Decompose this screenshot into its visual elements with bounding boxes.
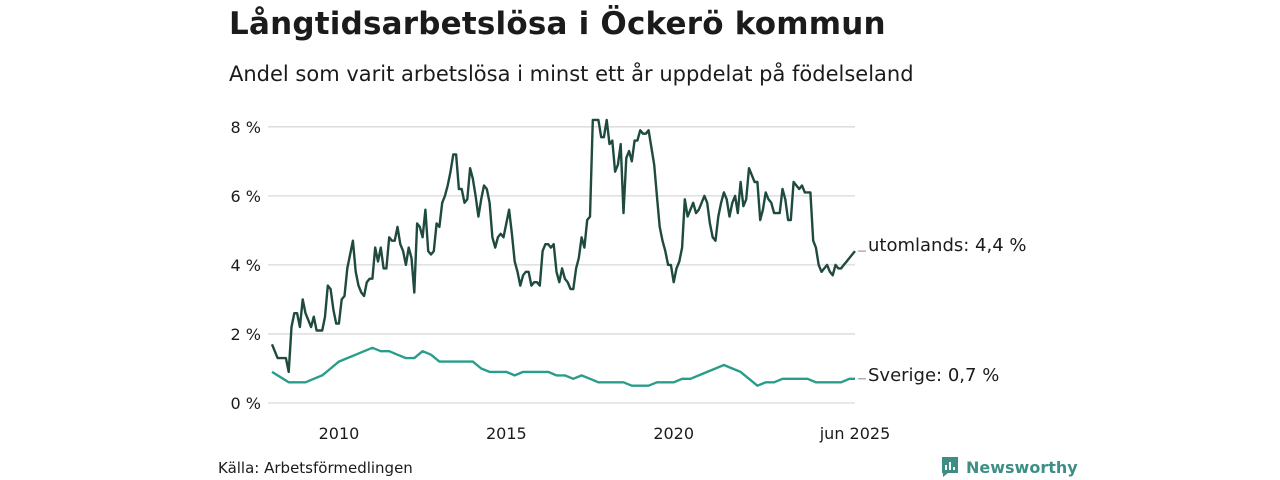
series-line-utomlands: [270, 118, 856, 374]
end-label-utomlands: utomlands: 4,4 %: [868, 235, 1027, 256]
y-tick-label: 0 %: [231, 394, 261, 413]
x-tick-label: 2010: [319, 424, 360, 443]
end-label-sverige: Sverige: 0,7 %: [868, 365, 999, 386]
y-tick-label: 8 %: [231, 118, 261, 137]
y-tick-label: 6 %: [231, 187, 261, 206]
brand-name: Newsworthy: [966, 457, 1078, 477]
x-axis-ticks: 2010 2015 2020 jun 2025: [319, 424, 891, 443]
source-note: Källa: Arbetsförmedlingen: [218, 459, 413, 477]
series-end-labels: utomlands: 4,4 % Sverige: 0,7 %: [858, 235, 1027, 386]
chart-subtitle: Andel som varit arbetslösa i minst ett å…: [229, 62, 914, 86]
x-tick-label: 2015: [486, 424, 527, 443]
x-tick-label: 2020: [653, 424, 694, 443]
newsworthy-logo-icon: [942, 457, 958, 477]
x-tick-label: jun 2025: [819, 424, 891, 443]
chart-title: Långtidsarbetslösa i Öckerö kommun: [229, 6, 886, 42]
y-tick-label: 2 %: [231, 325, 261, 344]
y-axis-ticks: 0 % 2 % 4 % 6 % 8 %: [231, 118, 261, 413]
brand-logo: Newsworthy: [940, 456, 1078, 478]
series-lines: [270, 118, 856, 387]
series-line-sverige: [271, 346, 855, 387]
y-tick-label: 4 %: [231, 256, 261, 275]
gridlines: [268, 126, 855, 404]
